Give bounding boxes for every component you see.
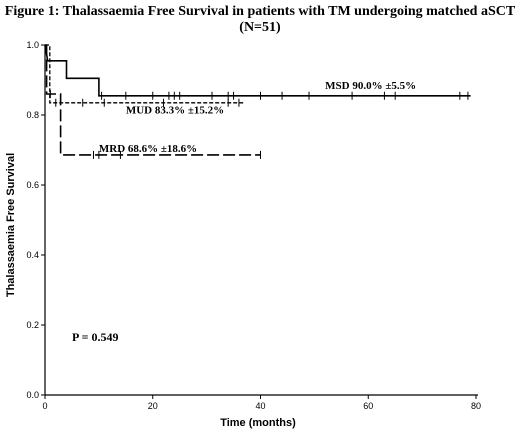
y-tick-label: 1.0 (26, 40, 39, 50)
annotation-2: MRD 68.6% ±18.6% (99, 143, 197, 155)
x-tick-label: 40 (255, 401, 265, 411)
x-tick-label: 80 (471, 401, 481, 411)
series-layer (44, 44, 471, 159)
y-tick-label: 0.8 (26, 110, 39, 120)
x-tick-label: 0 (42, 401, 47, 411)
annotation-1: MUD 83.3% ±15.2% (126, 104, 224, 116)
annotation-0: MSD 90.0% ±5.5% (325, 80, 416, 92)
y-axis-label: Thalassaemia Free Survival (5, 153, 17, 297)
chart-title: Figure 1: Thalassaemia Free Survival in … (4, 4, 516, 35)
annotation-layer: MSD 90.0% ±5.5% MUD 83.3% ±15.2% MRD 68.6%… (72, 80, 416, 344)
y-tick-label: 0.2 (26, 320, 39, 330)
x-axis-label: Time (months) (220, 417, 296, 429)
x-tick-label: 20 (148, 401, 158, 411)
series-line-0 (44, 44, 471, 97)
series-line-1 (45, 44, 245, 104)
x-tick-label: 60 (363, 401, 373, 411)
axes: 0 20 40 60 80 0.0 0.2 0.4 0.6 0.8 1.0 (26, 40, 481, 411)
series-line-2 (45, 44, 261, 156)
y-tick-label: 0.6 (26, 180, 39, 190)
y-tick-label: 0.4 (26, 250, 39, 260)
y-tick-label: 0.0 (26, 390, 39, 400)
annotation-3: P = 0.549 (72, 330, 119, 344)
